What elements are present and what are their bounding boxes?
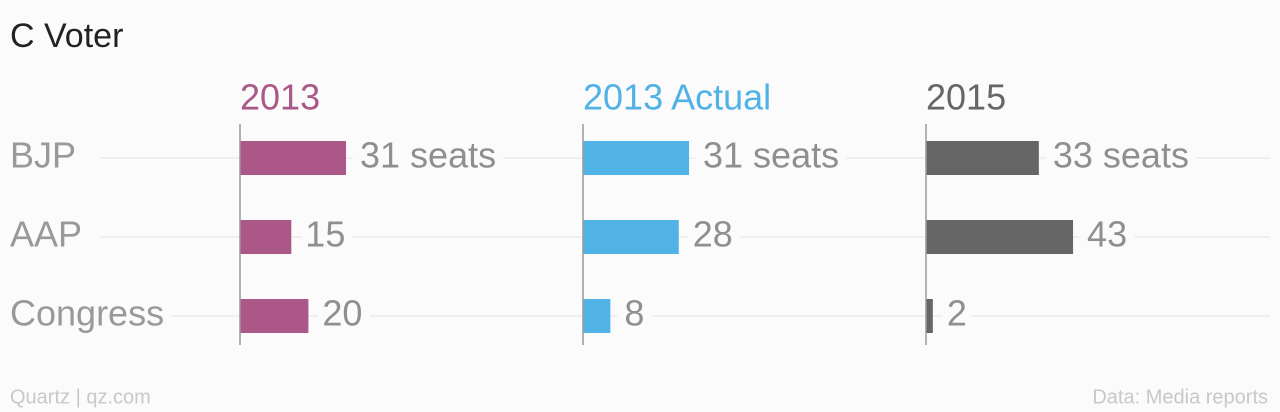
bar bbox=[926, 220, 1074, 254]
value-label: 31 seats bbox=[703, 135, 839, 176]
note: Data: Media reports bbox=[1092, 386, 1268, 408]
bar bbox=[240, 299, 309, 333]
value-label: 15 bbox=[305, 214, 345, 255]
bar bbox=[240, 141, 347, 175]
value-label: 33 seats bbox=[1053, 135, 1189, 176]
panel-title: 2015 bbox=[926, 77, 1006, 118]
value-label: 2 bbox=[947, 293, 967, 334]
value-label: 20 bbox=[322, 293, 362, 334]
bar bbox=[583, 141, 690, 175]
bar bbox=[240, 220, 292, 254]
bar bbox=[583, 220, 679, 254]
panel-title: 2013 bbox=[240, 77, 320, 118]
category-label: BJP bbox=[10, 135, 76, 176]
value-label: 31 seats bbox=[360, 135, 496, 176]
value-label: 43 bbox=[1087, 214, 1127, 255]
chart-title: C Voter bbox=[10, 17, 123, 55]
panel-title: 2013 Actual bbox=[583, 77, 771, 118]
category-label: Congress bbox=[10, 293, 164, 334]
category-label: AAP bbox=[10, 214, 82, 255]
bar bbox=[926, 141, 1039, 175]
value-label: 28 bbox=[693, 214, 733, 255]
value-label: 8 bbox=[624, 293, 644, 334]
source: Quartz | qz.com bbox=[10, 386, 151, 408]
bar bbox=[583, 299, 611, 333]
bar bbox=[926, 299, 933, 333]
